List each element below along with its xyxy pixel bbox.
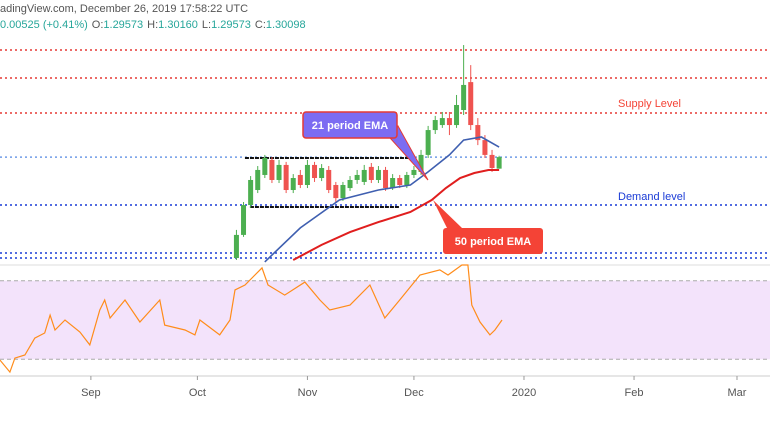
callout-tail [433, 200, 462, 230]
candle-body [425, 130, 431, 155]
candle-body [411, 169, 417, 175]
ohlc-label: C: [255, 19, 266, 31]
candle-body [432, 120, 438, 131]
ohlc-label: H: [147, 19, 158, 31]
x-tick-label: 2020 [512, 387, 536, 399]
header-source: adingView.com, December 26, 2019 17:58:2… [0, 3, 248, 15]
candle-body [383, 169, 389, 189]
candle-body [397, 178, 403, 185]
candle-body [304, 164, 310, 185]
ohlc-label: O: [92, 19, 104, 31]
candle-body [475, 125, 481, 141]
candle-body [255, 169, 261, 191]
callout-text: 21 period EMA [312, 120, 388, 132]
candle-body [248, 179, 254, 206]
candle-body [354, 174, 360, 180]
candle-body [333, 184, 339, 199]
ema-line [264, 136, 500, 263]
candle-body [454, 104, 460, 126]
candle-body [233, 234, 239, 259]
ohlc-value: 1.29573 [211, 19, 251, 31]
candle-body [461, 84, 467, 111]
ohlc-value: 1.30160 [158, 19, 198, 31]
candle-body [340, 184, 346, 199]
ohlc-label: L: [202, 19, 211, 31]
candle-body [468, 82, 474, 126]
candle-body [290, 178, 296, 191]
candle-body [446, 118, 452, 126]
callout-box [302, 111, 398, 139]
x-tick-label: Nov [298, 387, 318, 399]
candle-body [297, 174, 303, 185]
ohlc-value: 1.29573 [103, 19, 143, 31]
candle-body [418, 154, 424, 172]
candle-body [361, 169, 367, 182]
callout-box [443, 228, 543, 254]
x-tick-label: Feb [625, 387, 644, 399]
candle-body [489, 154, 495, 168]
rsi-line [0, 264, 503, 374]
callout-text: 50 period EMA [455, 236, 531, 248]
candle-body [262, 157, 268, 175]
x-tick-label: Dec [404, 387, 424, 399]
candle-body [241, 205, 247, 235]
candle-body [347, 179, 353, 189]
candle-body [269, 159, 275, 180]
candle-body [375, 169, 381, 180]
candle-body [482, 140, 488, 155]
ohlc-value: 1.30098 [266, 19, 306, 31]
level-annotation: Demand level [618, 191, 685, 203]
ema-line [292, 169, 500, 261]
candle-body [326, 169, 332, 191]
candle-body [319, 167, 325, 179]
candle-body [368, 166, 374, 180]
header-change: 0.00525 (+0.41%) [0, 19, 88, 31]
x-tick-label: Sep [81, 387, 101, 399]
candle-body [283, 164, 289, 191]
candle-body [390, 178, 396, 189]
candle-body [496, 157, 502, 169]
level-annotation: Supply Level [618, 98, 681, 110]
header-ohlc: 0.00525 (+0.41%) O:1.29573 H:1.30160 L:1.29… [0, 19, 306, 31]
x-tick-label: Mar [728, 387, 747, 399]
candle-body [276, 164, 282, 180]
candle-body [404, 174, 410, 185]
candle-body [439, 118, 445, 126]
x-tick-label: Oct [189, 387, 206, 399]
rsi-band [0, 280, 770, 360]
candle-body [312, 164, 318, 179]
